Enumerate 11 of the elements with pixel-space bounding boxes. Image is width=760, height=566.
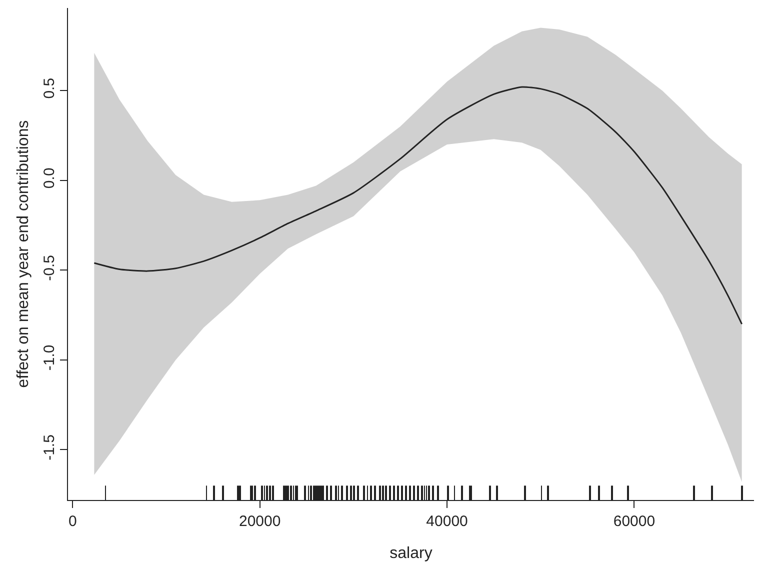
x-tick-label: 40000 [426,513,468,530]
x-tick-label: 0 [68,513,77,530]
y-tick-label: 0.5 [41,78,58,99]
x-axis-title: salary [390,545,432,562]
x-tick-label: 20000 [239,513,281,530]
y-tick-label: -0.5 [41,254,58,281]
y-tick-label: -1.5 [41,434,58,460]
x-tick-label: 60000 [613,513,656,530]
y-axis-title: effect on mean year end contributions [14,120,32,388]
y-tick-label: -1.0 [41,344,58,371]
y-tick-label: 0.0 [41,168,58,189]
